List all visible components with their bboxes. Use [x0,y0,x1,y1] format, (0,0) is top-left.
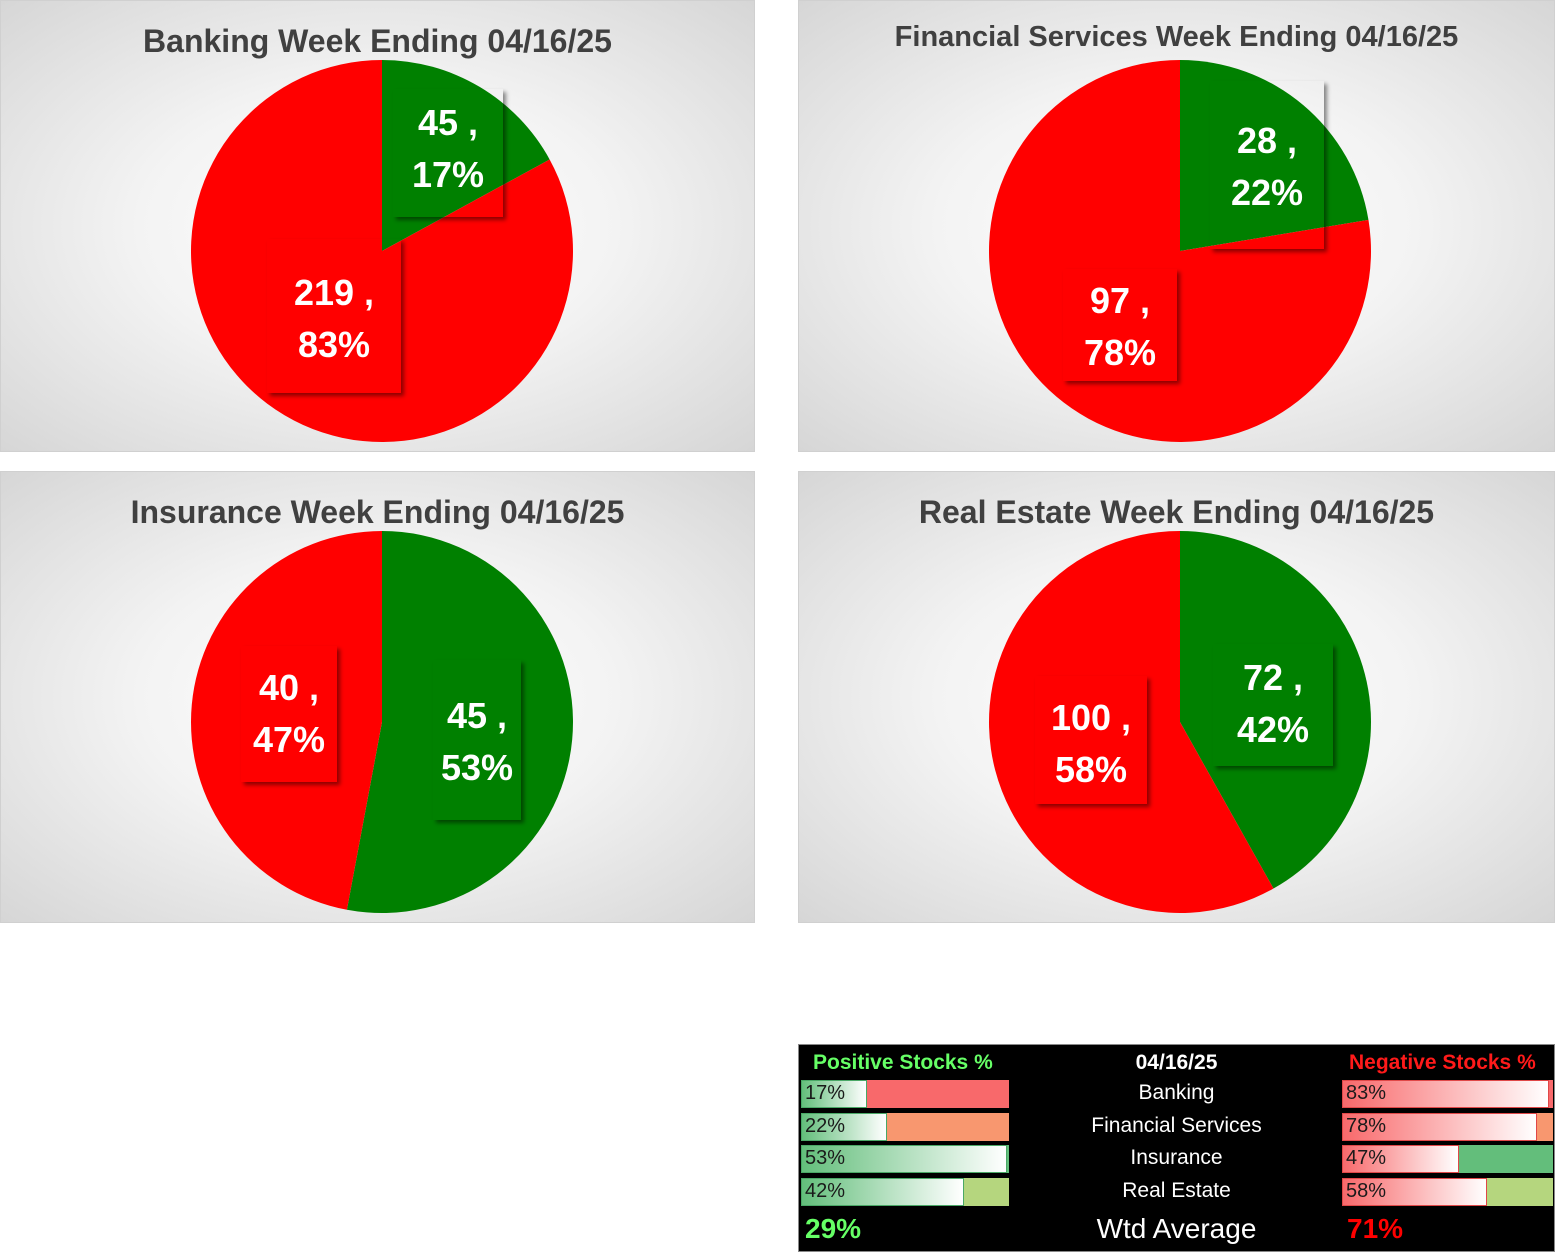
header-positive: Positive Stocks % [813,1051,993,1074]
insurance-pie-panel: Insurance Week Ending 04/16/25 40 , 47% 4… [0,471,755,923]
negative-cell: 58% [1342,1177,1553,1206]
data-label-negative: 100 , 58% [1035,676,1147,804]
label-percent: 22% [1230,172,1304,213]
data-label-negative: 97 , 78% [1063,269,1177,381]
negative-bar [1342,1112,1537,1141]
negative-slice [190,531,382,910]
label-percent: 47% [252,719,326,760]
positive-slice [1180,531,1371,889]
positive-bar [801,1080,868,1108]
negative-bar [1342,1177,1487,1206]
negative-slice [989,531,1274,913]
chart-title: Insurance Week Ending 04/16/25 [130,494,625,530]
financial-services-pie-panel: Financial Services Week Ending 04/16/25 … [798,0,1555,452]
footer-label: Wtd Average [1096,1213,1257,1244]
positive-bar [801,1145,1007,1173]
label-value: 72 , [1242,657,1304,698]
header-negative: Negative Stocks % [1349,1051,1536,1074]
negative-slice [190,60,573,442]
data-label-negative: 40 , 47% [241,646,337,782]
banking-pie-svg [190,60,573,442]
positive-cell: 53% [801,1145,1009,1173]
footer-positive: 29% [805,1213,862,1244]
negative-slice [989,60,1371,443]
negative-cell: 47% [1342,1145,1553,1173]
table-row: 42% Real Estate 58% [799,1177,1555,1207]
table-row: 17% Banking 83% [799,1079,1555,1109]
data-label-positive: 28 , 22% [1210,81,1324,249]
label-percent: 58% [1054,749,1128,790]
negative-cell: 78% [1342,1112,1553,1141]
negative-percent: 78% [1346,1114,1387,1137]
real-estate-pie-panel: Real Estate Week Ending 04/16/25 100 , 58… [798,471,1555,923]
footer-negative: 71% [1347,1213,1404,1244]
label-value: 219 , [293,272,375,313]
positive-cell: 42% [801,1177,1009,1206]
positive-slice [382,60,550,251]
label-value: 45 , [446,695,508,736]
negative-cell: 83% [1342,1080,1553,1108]
financial-services-pie-svg [989,60,1371,443]
positive-bar [801,1177,965,1206]
positive-slice [1180,60,1369,251]
positive-slice [346,531,573,913]
label-percent: 83% [297,324,371,365]
real-estate-pie-svg [989,531,1371,913]
sector-name: Banking [1138,1081,1215,1104]
sector-name: Financial Services [1091,1113,1262,1137]
data-label-positive: 45 , 53% [433,660,521,820]
negative-bar [1342,1145,1460,1173]
chart-title: Banking Week Ending 04/16/25 [143,23,612,59]
sector-name: Real Estate [1122,1178,1231,1202]
chart-title: Real Estate Week Ending 04/16/25 [918,494,1435,530]
table-row: 53% Insurance 47% [799,1144,1555,1174]
positive-percent: 42% [805,1179,846,1202]
label-value: 40 , [258,667,320,708]
label-percent: 78% [1083,332,1157,373]
positive-percent: 22% [805,1114,846,1137]
positive-percent: 53% [805,1147,846,1169]
label-percent: 53% [440,747,514,788]
chart-title: Financial Services Week Ending 04/16/25 [894,21,1459,53]
negative-percent: 83% [1346,1082,1387,1104]
data-label-positive: 45 , 17% [393,89,503,217]
negative-percent: 47% [1346,1147,1387,1169]
data-label-negative: 219 , 83% [267,239,401,393]
negative-bar [1342,1080,1549,1108]
label-value: 100 , [1050,697,1132,738]
label-value: 45 , [417,102,479,143]
header-date: 04/16/25 [1135,1051,1218,1074]
summary-table: Positive Stocks % 04/16/25 Negative Stoc… [798,1044,1555,1252]
table-row: 22% Financial Services 78% [799,1112,1555,1142]
negative-percent: 58% [1346,1179,1387,1202]
positive-cell: 17% [801,1080,1009,1108]
label-percent: 17% [411,154,485,195]
label-value: 97 , [1089,280,1151,321]
banking-pie-panel: Banking Week Ending 04/16/25 45 , 17% 219… [0,0,755,452]
sector-name: Insurance [1130,1146,1223,1169]
label-value: 28 , [1236,120,1298,161]
label-percent: 42% [1236,709,1310,750]
insurance-pie-svg [190,531,573,913]
positive-cell: 22% [801,1112,1009,1141]
positive-bar [801,1112,887,1141]
data-label-positive: 72 , 42% [1213,644,1333,766]
positive-percent: 17% [805,1082,846,1104]
